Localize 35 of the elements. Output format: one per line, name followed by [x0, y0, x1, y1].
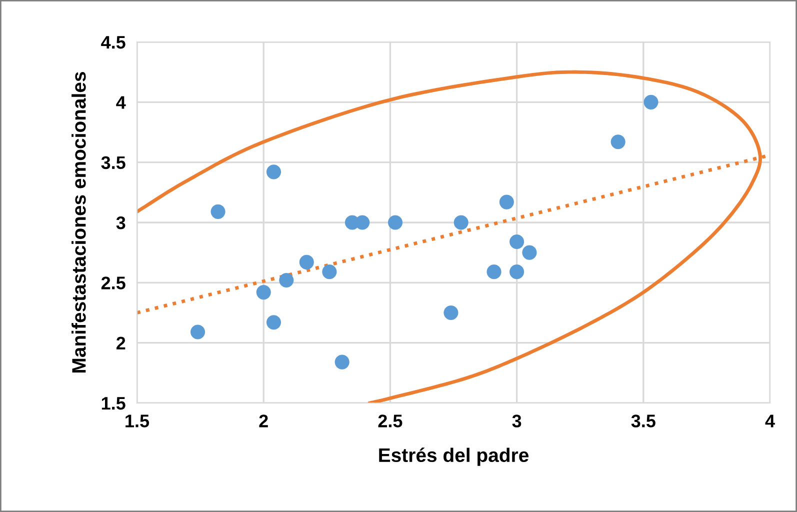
y-tick-label: 4.5: [101, 36, 126, 49]
point: [334, 354, 350, 370]
point: [444, 305, 458, 320]
y-axis-title: Manifestastaciones emocionales: [72, 72, 86, 372]
point: [322, 264, 337, 280]
point: [299, 254, 314, 270]
y-tick-label: 3.5: [101, 156, 126, 170]
x-tick-label: 2: [259, 414, 268, 428]
y-tick-label: 2.5: [101, 276, 126, 290]
point: [610, 134, 626, 150]
point: [486, 264, 502, 280]
x-tick-label: 3.5: [631, 414, 656, 428]
x-tick-label: 2.5: [378, 414, 402, 428]
point: [355, 215, 370, 230]
x-axis-title: Estrés del padre: [379, 448, 528, 466]
y-tick-label: 4: [116, 96, 126, 109]
point: [256, 285, 271, 300]
y-tick-label: 1.5: [102, 397, 126, 410]
point: [644, 94, 658, 110]
point: [210, 204, 226, 219]
point: [499, 194, 514, 210]
point: [388, 215, 403, 230]
x-tick-label: 4: [765, 414, 775, 428]
y-tick-label: 3: [116, 216, 126, 230]
point: [190, 324, 206, 340]
x-tick-label: 3: [512, 414, 522, 428]
point: [454, 215, 468, 230]
point: [510, 234, 524, 250]
x-tick-label: 1.5: [126, 414, 150, 428]
y-tick-label: 2: [116, 336, 126, 350]
point: [266, 164, 282, 180]
point: [279, 272, 294, 288]
point: [266, 315, 282, 330]
point: [510, 264, 524, 280]
point: [522, 245, 537, 260]
